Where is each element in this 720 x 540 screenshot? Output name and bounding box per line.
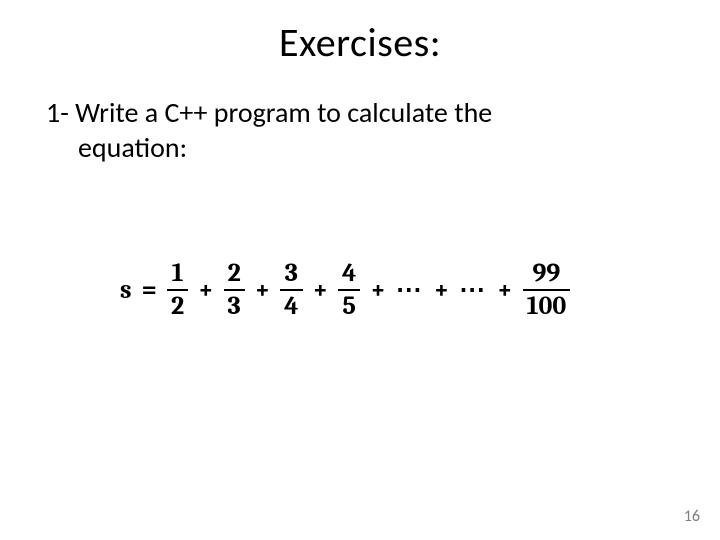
fraction-4: 4 5 <box>338 260 360 321</box>
fraction-1-den: 2 <box>167 293 188 320</box>
equals-sign: = <box>142 275 157 305</box>
fraction-1-num: 1 <box>168 260 188 287</box>
slide: Exercises: 1- Write a C++ program to cal… <box>0 0 720 540</box>
prompt-line-1: 1- Write a C++ program to calculate the <box>46 95 674 130</box>
fraction-3-den: 4 <box>280 293 302 320</box>
ellipsis: ⋯ <box>396 275 424 305</box>
fraction-3-num: 3 <box>281 260 302 287</box>
plus-sign: + <box>370 275 385 305</box>
fraction-2-den: 3 <box>224 293 245 320</box>
fraction-1: 1 2 <box>167 260 188 321</box>
plus-sign: + <box>313 275 328 305</box>
prompt-line-2: equation: <box>46 130 674 165</box>
fraction-2: 2 3 <box>224 260 245 321</box>
plus-sign: + <box>255 275 270 305</box>
fraction-last-num: 99 <box>529 260 565 287</box>
fraction-4-den: 5 <box>338 293 360 320</box>
fraction-last-den: 100 <box>523 293 571 320</box>
equation-lhs: s <box>120 275 132 305</box>
plus-sign: + <box>198 275 213 305</box>
exercise-prompt: 1- Write a C++ program to calculate the … <box>0 67 720 165</box>
slide-title: Exercises: <box>0 0 720 67</box>
page-number: 16 <box>684 507 700 526</box>
fraction-3: 3 4 <box>280 260 302 321</box>
plus-sign: + <box>434 275 449 305</box>
plus-sign: + <box>497 275 512 305</box>
fraction-last: 99 100 <box>523 260 571 321</box>
equation: s = 1 2 + 2 3 + 3 4 + 4 5 + ⋯ + ⋯ + <box>120 260 570 321</box>
fraction-2-num: 2 <box>224 260 245 287</box>
ellipsis: ⋯ <box>459 275 487 305</box>
fraction-4-num: 4 <box>338 260 360 287</box>
